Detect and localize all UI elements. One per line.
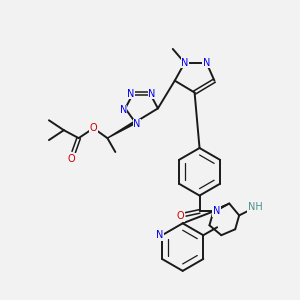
Text: N: N <box>134 119 141 129</box>
Text: N: N <box>148 88 156 98</box>
Text: N: N <box>213 206 220 216</box>
Polygon shape <box>107 121 136 138</box>
Text: N: N <box>156 230 164 240</box>
Text: O: O <box>68 154 76 164</box>
Text: N: N <box>181 58 188 68</box>
Polygon shape <box>213 203 229 212</box>
Text: N: N <box>120 105 127 116</box>
Text: O: O <box>90 123 97 133</box>
Text: O: O <box>177 212 184 221</box>
Text: NH: NH <box>248 202 262 212</box>
Text: N: N <box>203 58 210 68</box>
Text: N: N <box>128 88 135 98</box>
